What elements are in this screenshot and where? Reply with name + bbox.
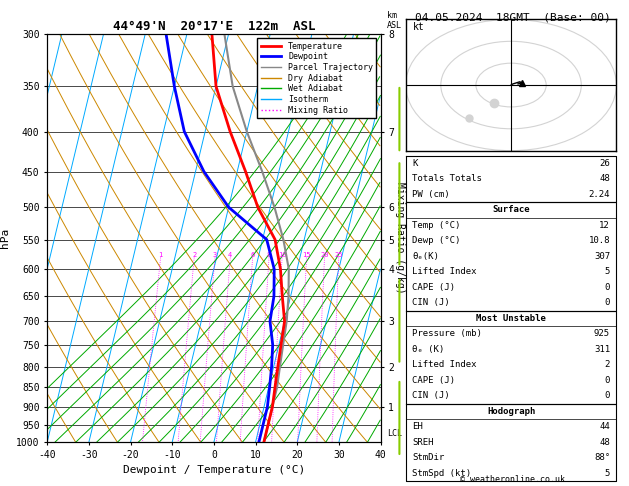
- Text: 925: 925: [594, 330, 610, 338]
- Text: 0: 0: [604, 283, 610, 292]
- Text: 20: 20: [320, 252, 329, 258]
- Text: 15: 15: [303, 252, 311, 258]
- Text: 44: 44: [599, 422, 610, 432]
- Text: CAPE (J): CAPE (J): [412, 376, 455, 385]
- Text: 2: 2: [604, 360, 610, 369]
- Text: 48: 48: [599, 438, 610, 447]
- Text: 3: 3: [213, 252, 217, 258]
- Text: 10.8: 10.8: [589, 236, 610, 245]
- Text: 6: 6: [250, 252, 255, 258]
- Text: km
ASL: km ASL: [387, 11, 402, 30]
- Text: 0: 0: [604, 298, 610, 307]
- Text: EH: EH: [412, 422, 423, 432]
- Text: Pressure (mb): Pressure (mb): [412, 330, 482, 338]
- Text: Temp (°C): Temp (°C): [412, 221, 460, 230]
- Text: 311: 311: [594, 345, 610, 354]
- Text: 26: 26: [599, 159, 610, 168]
- Text: SREH: SREH: [412, 438, 433, 447]
- Text: 48: 48: [599, 174, 610, 183]
- Text: 4: 4: [228, 252, 232, 258]
- Text: Totals Totals: Totals Totals: [412, 174, 482, 183]
- Text: Hodograph: Hodograph: [487, 407, 535, 416]
- Text: 25: 25: [335, 252, 343, 258]
- Text: 10: 10: [278, 252, 286, 258]
- Text: Lifted Index: Lifted Index: [412, 360, 477, 369]
- Text: 12: 12: [599, 221, 610, 230]
- Text: 2.24: 2.24: [589, 190, 610, 199]
- Text: CIN (J): CIN (J): [412, 298, 450, 307]
- Text: kt: kt: [413, 22, 425, 33]
- Text: CAPE (J): CAPE (J): [412, 283, 455, 292]
- Text: 1: 1: [159, 252, 163, 258]
- Text: StmDir: StmDir: [412, 453, 444, 462]
- Text: CIN (J): CIN (J): [412, 391, 450, 400]
- Y-axis label: Mixing Ratio (g/kg): Mixing Ratio (g/kg): [395, 182, 405, 294]
- Text: © weatheronline.co.uk: © weatheronline.co.uk: [460, 474, 565, 484]
- Text: 5: 5: [604, 267, 610, 277]
- Text: θₑ (K): θₑ (K): [412, 345, 444, 354]
- Text: 0: 0: [604, 391, 610, 400]
- Text: PW (cm): PW (cm): [412, 190, 450, 199]
- Text: 2: 2: [192, 252, 196, 258]
- Text: StmSpd (kt): StmSpd (kt): [412, 469, 471, 478]
- Text: 307: 307: [594, 252, 610, 261]
- Text: LCL: LCL: [387, 429, 402, 438]
- Legend: Temperature, Dewpoint, Parcel Trajectory, Dry Adiabat, Wet Adiabat, Isotherm, Mi: Temperature, Dewpoint, Parcel Trajectory…: [257, 38, 376, 118]
- Text: Dewp (°C): Dewp (°C): [412, 236, 460, 245]
- Text: Lifted Index: Lifted Index: [412, 267, 477, 277]
- Text: Surface: Surface: [493, 205, 530, 214]
- Title: 44°49'N  20°17'E  122m  ASL: 44°49'N 20°17'E 122m ASL: [113, 20, 315, 33]
- Y-axis label: hPa: hPa: [1, 228, 11, 248]
- Text: 04.05.2024  18GMT  (Base: 00): 04.05.2024 18GMT (Base: 00): [415, 12, 611, 22]
- Text: K: K: [412, 159, 418, 168]
- Text: 0: 0: [604, 376, 610, 385]
- Text: Most Unstable: Most Unstable: [476, 314, 546, 323]
- Text: 88°: 88°: [594, 453, 610, 462]
- Text: 5: 5: [604, 469, 610, 478]
- Text: 8: 8: [267, 252, 271, 258]
- X-axis label: Dewpoint / Temperature (°C): Dewpoint / Temperature (°C): [123, 466, 305, 475]
- Text: θₑ(K): θₑ(K): [412, 252, 439, 261]
